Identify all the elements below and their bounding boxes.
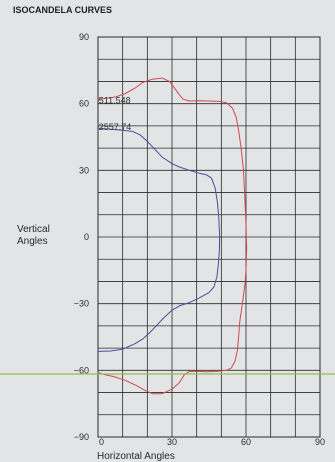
x-axis-label: Horizontal Angles <box>97 451 175 462</box>
curve-value-label: 511.548 <box>99 95 131 105</box>
y-tick-label: 0 <box>84 232 89 242</box>
series-group <box>97 77 248 395</box>
y-tick-label: −30 <box>74 299 89 309</box>
x-tick-labels: 0 30 60 90 <box>99 437 325 447</box>
y-tick-label: −90 <box>74 432 89 442</box>
y-axis-label-line2: Angles <box>17 236 48 247</box>
y-tick-label: 60 <box>79 99 89 109</box>
y-tick-label: −60 <box>74 365 89 375</box>
annotations: 511.548 2557.74 <box>99 95 132 132</box>
curve-value-label: 2557.74 <box>99 122 132 132</box>
x-tick-label: 90 <box>315 437 325 447</box>
y-tick-labels: 90 60 30 0 −30 −60 −90 <box>74 32 89 442</box>
y-axis-label-line1: Vertical <box>17 224 50 235</box>
chart-title: ISOCANDELA CURVES <box>13 5 112 15</box>
x-tick-label: 60 <box>241 437 251 447</box>
y-tick-label: 30 <box>79 165 89 175</box>
grid <box>97 36 321 438</box>
isocandela-curve-2 <box>97 127 221 352</box>
x-tick-label: 30 <box>167 437 177 447</box>
x-tick-label: 0 <box>99 437 104 447</box>
y-tick-label: 90 <box>79 32 89 42</box>
isocandela-curve-1 <box>97 77 248 395</box>
